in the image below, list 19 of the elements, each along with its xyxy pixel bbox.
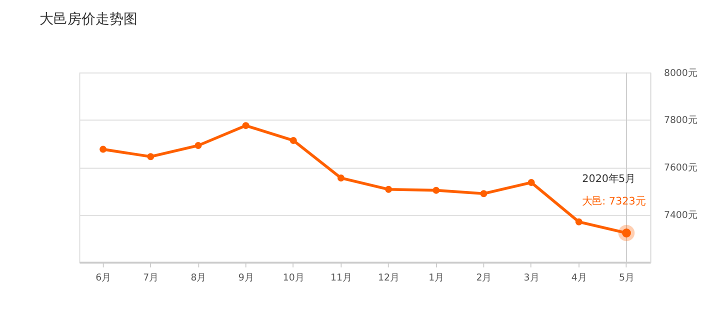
x-tick-label: 11月 [330, 272, 352, 284]
x-tick-label: 10月 [282, 272, 304, 284]
x-tick-label: 2月 [476, 272, 492, 284]
y-tick-label: 7400元 [664, 210, 697, 222]
x-tick-label: 5月 [618, 272, 634, 284]
x-tick-label: 12月 [378, 272, 400, 284]
annotation: 大邑: 7323元 [582, 196, 646, 208]
x-tick-label: 6月 [96, 272, 111, 284]
y-tick-label: 7800元 [664, 115, 697, 126]
x-tick-label: 3月 [524, 272, 539, 284]
annotation: 2020年5月 [582, 173, 636, 186]
x-tick-label: 8月 [190, 272, 206, 284]
y-tick-label: 7600元 [664, 162, 697, 174]
x-tick-label: 1月 [428, 272, 444, 284]
x-tick-label: 9月 [238, 272, 254, 284]
x-tick-label: 7月 [143, 272, 158, 284]
x-tick-label: 4月 [571, 272, 586, 284]
chart-title: 大邑房价走势图 [40, 11, 138, 28]
y-tick-label: 8000元 [664, 68, 697, 79]
